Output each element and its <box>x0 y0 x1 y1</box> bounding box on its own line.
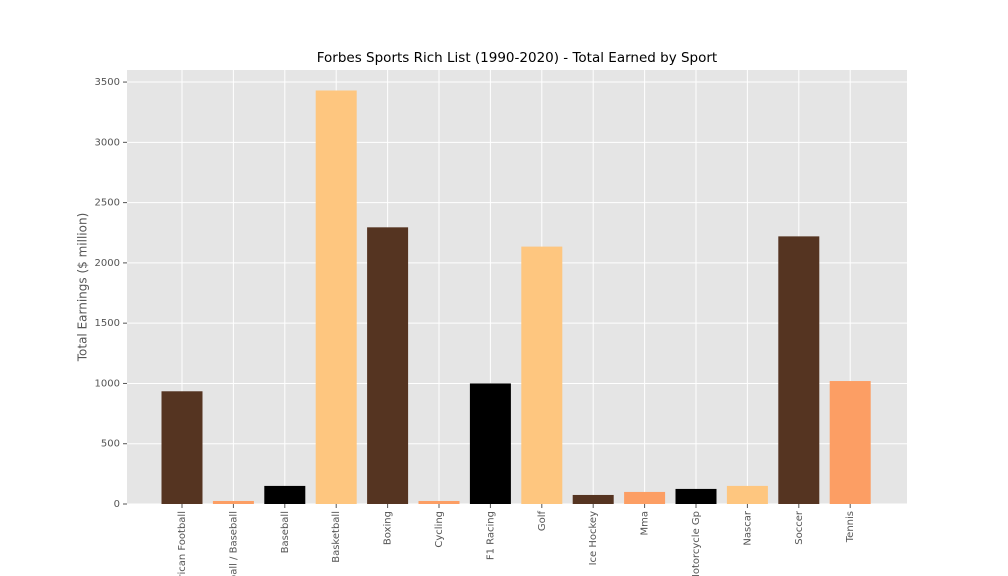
bar <box>829 381 871 504</box>
x-tick-label: Ice Hockey <box>588 511 599 566</box>
bar <box>161 391 203 504</box>
x-tick-label: American Football / Baseball <box>228 511 239 576</box>
bar <box>726 485 768 504</box>
x-tick-label: American Football <box>177 511 188 576</box>
x-tick-label: Nascar <box>742 510 753 545</box>
bar <box>418 500 460 504</box>
bar <box>212 500 254 504</box>
x-tick-label: Baseball <box>280 511 291 553</box>
bar <box>315 90 357 504</box>
bar <box>521 246 563 504</box>
x-tick-label: Boxing <box>383 511 394 545</box>
y-tick-label: 500 <box>101 439 120 450</box>
x-tick-label: Mma <box>640 511 651 536</box>
bar <box>572 494 614 504</box>
y-tick-label: 3500 <box>95 77 120 88</box>
bar <box>675 488 717 504</box>
y-tick-label: 2500 <box>95 198 120 209</box>
x-tick-label: F1 Racing <box>485 511 496 560</box>
x-tick-label: Soccer <box>794 510 805 545</box>
bar <box>778 236 820 504</box>
bar <box>264 485 306 504</box>
y-tick-label: 0 <box>114 499 120 510</box>
chart-title: Forbes Sports Rich List (1990-2020) - To… <box>317 50 717 66</box>
y-axis-label: Total Earnings ($ million) <box>76 213 90 363</box>
y-tick-label: 2000 <box>95 258 120 269</box>
x-tick-label: Cycling <box>434 511 445 548</box>
bar <box>624 491 666 504</box>
x-tick-label: Tennis <box>845 511 856 543</box>
x-tick-label: Basketball <box>331 511 342 563</box>
y-tick-label: 1500 <box>95 318 120 329</box>
y-tick-label: 1000 <box>95 378 120 389</box>
y-tick-label: 3000 <box>95 137 120 148</box>
x-tick-label: Golf <box>537 511 548 532</box>
bar <box>367 227 409 504</box>
x-tick-label: Motorcycle Gp <box>691 511 702 576</box>
bar <box>469 383 511 504</box>
